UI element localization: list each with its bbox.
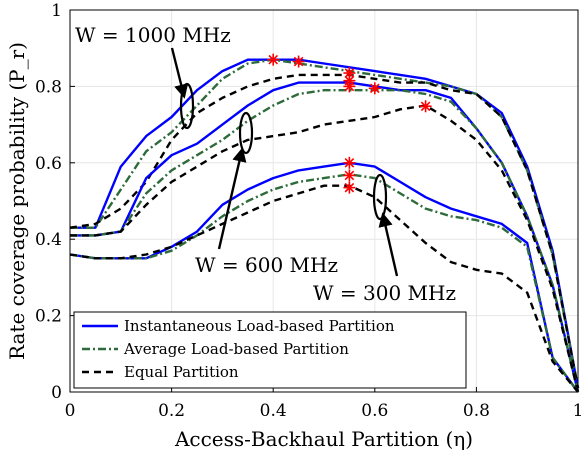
x-tick-label: 1 (573, 401, 581, 421)
legend-label: Instantaneous Load-based Partition (124, 317, 395, 335)
optimal-star-marker (343, 169, 356, 182)
y-tick-label: 1 (51, 1, 62, 21)
y-tick-label: 0 (51, 383, 62, 403)
plot-frame (69, 9, 579, 393)
annotation-arrow (378, 212, 399, 277)
x-tick-label: 0.4 (260, 401, 287, 421)
series-equal-300-mhz (69, 184, 579, 393)
optimal-star-marker (419, 100, 432, 113)
annotation-arrow (170, 47, 189, 99)
legend: Instantaneous Load-based Partition Averag… (73, 311, 467, 389)
annotation-600-mhz: W = 600 MHz (195, 111, 338, 277)
series-lines (69, 58, 580, 393)
annotation-ellipse (238, 111, 254, 155)
optimal-star-marker (343, 80, 356, 93)
star-stroke (344, 68, 355, 78)
y-tick-label: 0.6 (35, 154, 62, 174)
optimal-star-marker (292, 55, 305, 68)
star-stroke (420, 101, 431, 112)
y-tick-labels: 0 0.2 0.4 0.6 0.8 1 (35, 1, 75, 403)
y-axis-label: Rate coverage probability (P_r) (5, 42, 29, 360)
x-tick-labels: 0 0.2 0.4 0.6 0.8 1 (65, 387, 581, 421)
series-equal-1000-mhz (69, 73, 580, 389)
x-tick-label: 0.2 (158, 401, 185, 421)
star-stroke (344, 81, 355, 92)
series-average-600-mhz (70, 89, 580, 393)
annotation-arrow (217, 147, 247, 250)
optimal-markers (267, 53, 432, 194)
annotation-1000-mhz: W = 1000 MHz (75, 23, 231, 130)
legend-box (73, 311, 467, 389)
annotation-label: W = 600 MHz (195, 253, 338, 277)
series-instantaneous-1000-mhz (70, 58, 580, 389)
y-tick-label: 0.8 (35, 77, 62, 97)
x-tick-label: 0.6 (361, 401, 388, 421)
star-stroke (369, 83, 380, 94)
legend-label: Equal Partition (124, 363, 239, 381)
star-stroke (268, 54, 279, 65)
annotation-300-mhz: W = 300 MHz (313, 173, 456, 305)
optimal-star-marker (368, 82, 381, 95)
optimal-star-marker (343, 67, 356, 80)
optimal-star-marker (267, 53, 280, 66)
star-stroke (344, 170, 355, 181)
optimal-star-marker (343, 156, 356, 169)
series-instantaneous-300-mhz (69, 161, 579, 393)
optimal-star-marker (343, 181, 356, 194)
x-tick-label: 0.8 (463, 401, 490, 421)
x-tick-label: 0 (65, 401, 76, 421)
star-stroke (293, 56, 304, 67)
x-axis-label: Access-Backhaul Partition (η) (174, 427, 473, 451)
series-average-300-mhz (69, 173, 579, 393)
y-tick-label: 0.2 (35, 307, 62, 327)
legend-label: Average Load-based Partition (123, 340, 349, 358)
annotation-label: W = 1000 MHz (75, 23, 231, 47)
annotation-label: W = 300 MHz (313, 281, 456, 305)
annotations: W = 1000 MHz W = 600 MHz W = 300 MHz (75, 23, 456, 305)
series-equal-600-mhz (70, 104, 580, 393)
star-stroke (344, 157, 355, 168)
star-stroke (344, 182, 355, 193)
series-average-1000-mhz (70, 58, 580, 389)
y-tick-label: 0.4 (35, 230, 62, 250)
